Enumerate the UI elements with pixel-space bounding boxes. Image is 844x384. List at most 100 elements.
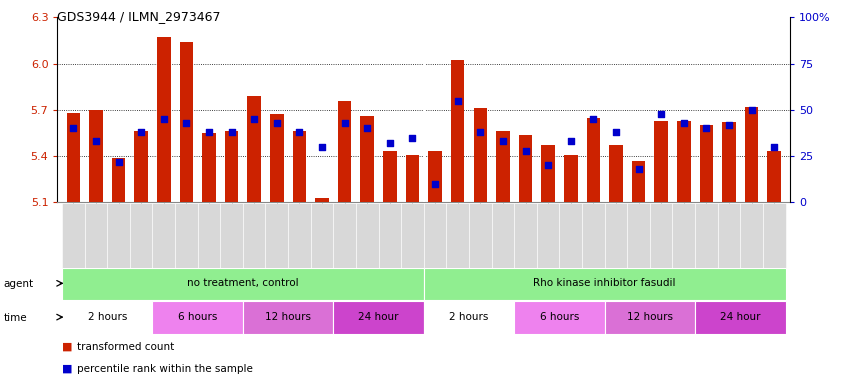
Point [699,125,712,131]
Point [134,129,148,135]
Point [89,138,102,144]
Bar [631,161,645,202]
Point [473,129,486,135]
Point [270,120,284,126]
Text: 6 hours: 6 hours [178,312,217,322]
Point [315,144,328,150]
Bar [717,203,739,268]
Bar [62,268,424,300]
Bar [653,121,668,202]
Point [360,125,374,131]
Bar [242,301,333,334]
Bar [355,203,378,268]
Bar [62,203,84,268]
Bar [84,203,107,268]
Bar [89,110,103,202]
Bar [197,203,220,268]
Bar [202,133,215,202]
Bar [292,131,306,202]
Text: agent: agent [3,279,34,289]
Bar [446,203,468,268]
Bar [270,114,284,202]
Point [225,129,238,135]
Point [111,159,125,165]
Bar [649,203,672,268]
Bar [152,301,242,334]
Point [631,166,645,172]
Bar [175,203,197,268]
Bar [242,203,265,268]
Bar [672,203,695,268]
Point [541,162,555,169]
Point [292,129,306,135]
Text: percentile rank within the sample: percentile rank within the sample [77,364,252,374]
Bar [424,301,514,334]
Bar [604,301,695,334]
Bar [676,121,690,202]
Bar [67,113,80,202]
Bar [744,107,758,202]
Bar [247,96,261,202]
Text: GDS3944 / ILMN_2973467: GDS3944 / ILMN_2973467 [57,10,220,23]
Bar [559,203,582,268]
Point [518,147,532,154]
Bar [111,158,125,202]
Point [766,144,780,150]
Bar [451,60,464,202]
Bar [609,145,622,202]
Point [338,120,351,126]
Bar [626,203,649,268]
Bar [378,203,401,268]
Point [676,120,690,126]
Text: 24 hour: 24 hour [719,312,760,322]
Text: time: time [3,313,27,323]
Point [202,129,215,135]
Bar [134,131,148,202]
Point [653,111,667,117]
Text: Rho kinase inhibitor fasudil: Rho kinase inhibitor fasudil [533,278,675,288]
Text: transformed count: transformed count [77,342,174,352]
Text: ■: ■ [62,342,72,352]
Bar [180,42,193,202]
Bar [695,203,717,268]
Bar [739,203,762,268]
Bar [382,151,396,202]
Bar [428,151,441,202]
Bar [766,151,780,202]
Point [609,129,622,135]
Point [451,98,464,104]
Bar [491,203,514,268]
Point [563,138,576,144]
Text: 2 hours: 2 hours [88,312,127,322]
Bar [157,37,170,202]
Bar [107,203,130,268]
Bar [265,203,288,268]
Bar [225,131,238,202]
Text: 12 hours: 12 hours [626,312,672,322]
Bar [62,301,152,334]
Bar [604,203,626,268]
Bar [401,203,424,268]
Bar [220,203,242,268]
Text: 12 hours: 12 hours [265,312,311,322]
Bar [424,268,785,300]
Bar [586,118,599,202]
Bar [315,198,328,202]
Point [247,116,261,122]
Bar [514,301,604,334]
Bar [468,203,491,268]
Bar [722,122,735,202]
Bar [762,203,785,268]
Point [67,125,80,131]
Point [586,116,599,122]
Bar [536,203,559,268]
Text: 2 hours: 2 hours [449,312,488,322]
Bar [699,125,712,202]
Bar [518,134,532,202]
Point [722,122,735,128]
Point [428,181,441,187]
Bar [563,154,576,202]
Bar [582,203,604,268]
Bar [495,131,509,202]
Bar [288,203,311,268]
